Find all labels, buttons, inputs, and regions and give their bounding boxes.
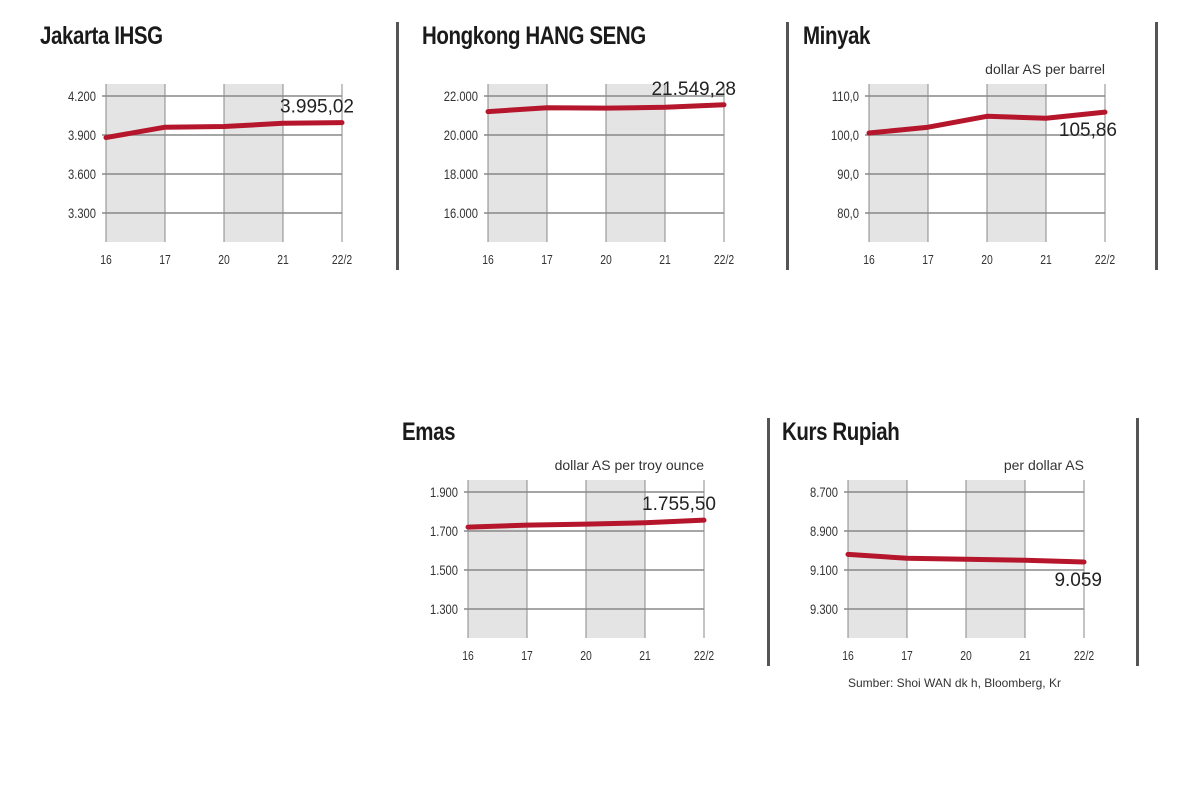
value-annotation: 3.995,02 <box>280 97 354 118</box>
x-tick-label: 22/2 <box>1074 649 1094 663</box>
y-tick-label: 16.000 <box>444 206 478 221</box>
y-tick-label: 8.900 <box>810 524 838 539</box>
y-tick-label: 90,0 <box>837 167 859 182</box>
x-tick-label: 21 <box>1040 253 1052 267</box>
unit-label: dollar AS per troy ounce <box>555 457 705 473</box>
value-annotation: 105,86 <box>1059 120 1117 141</box>
y-tick-label: 18.000 <box>444 167 478 182</box>
x-tick-label: 21 <box>639 649 651 663</box>
y-tick-label: 3.300 <box>68 206 96 221</box>
y-tick-label: 100,0 <box>831 128 859 143</box>
y-tick-label: 80,0 <box>837 206 859 221</box>
separator <box>1155 22 1158 270</box>
chart-svg: 110,0 100,0 90,0 80,0 16 17 20 21 22/2 dollar AS … <box>831 61 1117 267</box>
x-tick-label: 17 <box>901 649 913 663</box>
chart-title: Kurs Rupiah <box>782 418 900 446</box>
x-tick-label: 17 <box>922 253 934 267</box>
chart-panel-ihsg: Jakarta IHSG 4.200 3.900 3.600 3.300 16 17 20 2… <box>40 22 385 282</box>
chart-panel-kurs-rupiah: Kurs Rupiah 8.700 8.900 9.100 9.300 16 17 20 21… <box>782 418 1127 678</box>
chart-svg: 1.900 1.700 1.500 1.300 16 17 20 21 22/2 dollar A… <box>430 457 716 663</box>
y-tick-label: 3.900 <box>68 128 96 143</box>
chart-title: Hongkong HANG SENG <box>422 22 646 50</box>
chart-title: Minyak <box>803 22 871 50</box>
shade-band <box>987 84 1046 242</box>
x-tick-label: 20 <box>218 253 230 267</box>
x-tick-label: 20 <box>580 649 592 663</box>
y-tick-label: 8.700 <box>810 485 838 500</box>
x-tick-label: 22/2 <box>694 649 714 663</box>
x-tick-label: 21 <box>277 253 289 267</box>
value-annotation: 1.755,50 <box>642 494 716 515</box>
chart-svg: 4.200 3.900 3.600 3.300 16 17 20 21 22/2 3.995,02 <box>68 84 354 267</box>
separator <box>767 418 770 666</box>
shade-band <box>106 84 165 242</box>
x-tick-label: 16 <box>100 253 112 267</box>
chart-panel-emas: Emas 1.900 1.700 1.500 1.300 16 17 20 21 22/2 dol… <box>402 418 747 678</box>
x-tick-label: 17 <box>541 253 553 267</box>
y-tick-label: 9.300 <box>810 602 838 617</box>
x-tick-label: 20 <box>600 253 612 267</box>
x-tick-label: 16 <box>863 253 875 267</box>
y-tick-label: 1.300 <box>430 602 458 617</box>
separator <box>786 22 789 270</box>
shade-band <box>869 84 928 242</box>
x-tick-label: 22/2 <box>332 253 352 267</box>
x-tick-label: 21 <box>1019 649 1031 663</box>
chart-svg: 22.000 20.000 18.000 16.000 16 17 20 21 22/2 21.5… <box>444 79 736 268</box>
x-tick-label: 20 <box>960 649 972 663</box>
shade-band <box>468 480 527 638</box>
source-note: Sumber: Shoi WAN dk h, Bloomberg, Kr <box>848 676 1061 690</box>
x-tick-label: 16 <box>842 649 854 663</box>
chart-svg: 8.700 8.900 9.100 9.300 16 17 20 21 22/2 per doll… <box>810 457 1102 663</box>
unit-label: dollar AS per barrel <box>985 61 1105 77</box>
x-tick-label: 22/2 <box>714 253 734 267</box>
y-tick-label: 1.500 <box>430 563 458 578</box>
x-tick-label: 21 <box>659 253 671 267</box>
x-tick-label: 17 <box>521 649 533 663</box>
chart-title: Emas <box>402 418 456 446</box>
x-tick-label: 16 <box>462 649 474 663</box>
unit-label: per dollar AS <box>1004 457 1084 473</box>
chart-panel-minyak: Minyak 110,0 100,0 90,0 80,0 16 17 20 21 22/2 dol… <box>803 22 1148 282</box>
x-tick-label: 17 <box>159 253 171 267</box>
y-tick-label: 4.200 <box>68 89 96 104</box>
x-tick-label: 20 <box>981 253 993 267</box>
chart-panel-hang-seng: Hongkong HANG SENG 22.000 20.000 18.000 16.… <box>422 22 767 282</box>
y-tick-label: 1.700 <box>430 524 458 539</box>
y-tick-label: 110,0 <box>832 89 859 104</box>
value-annotation: 21.549,28 <box>651 79 736 100</box>
shade-band <box>586 480 645 638</box>
chart-title: Jakarta IHSG <box>40 22 163 50</box>
x-tick-label: 16 <box>482 253 494 267</box>
y-tick-label: 9.100 <box>810 563 838 578</box>
x-tick-label: 22/2 <box>1095 253 1115 267</box>
separator <box>396 22 399 270</box>
y-tick-label: 20.000 <box>444 128 478 143</box>
shade-band <box>224 84 283 242</box>
y-tick-label: 1.900 <box>430 485 458 500</box>
separator <box>1136 418 1139 666</box>
y-tick-label: 22.000 <box>444 89 478 104</box>
y-tick-label: 3.600 <box>68 167 96 182</box>
value-annotation: 9.059 <box>1054 570 1102 591</box>
